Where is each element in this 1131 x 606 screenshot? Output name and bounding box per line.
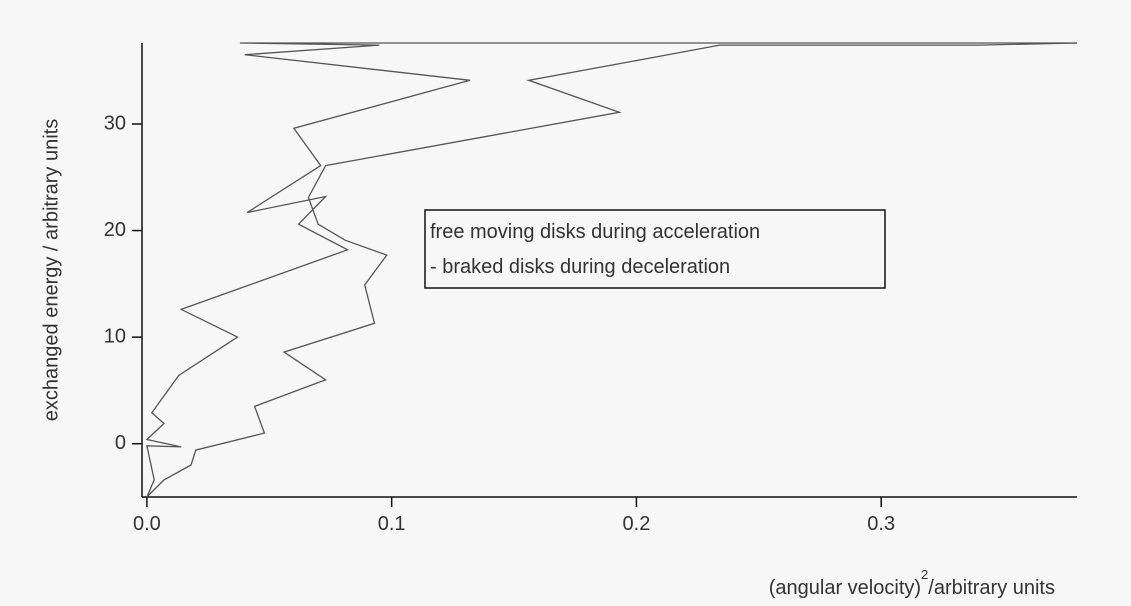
x-axis-label-part: (angular velocity) (769, 577, 921, 599)
x-tick-label: 0.3 (867, 513, 895, 535)
y-tick-label: 10 (104, 325, 126, 347)
data-line (145, 42, 1077, 498)
x-axis-label-part: /arbitrary units (928, 577, 1055, 599)
data-line (146, 42, 1078, 498)
x-tick-label: 0.2 (623, 513, 651, 535)
x-tick-label: 0.0 (133, 513, 161, 535)
x-axis-label-superscript: 2 (921, 567, 928, 582)
y-axis-label: exchanged energy / arbitrary units (40, 119, 62, 421)
annotation: free moving disks during acceleration (430, 221, 760, 243)
x-tick-label: 0.1 (378, 513, 406, 535)
annotation-box (424, 209, 886, 289)
annotation: - braked disks during deceleration (430, 256, 730, 278)
x-axis-label: (angular velocity)2/arbitrary units (769, 567, 1055, 599)
y-tick-label: 20 (104, 219, 126, 241)
y-tick-label: 0 (115, 432, 126, 454)
y-tick-label: 30 (104, 112, 126, 134)
